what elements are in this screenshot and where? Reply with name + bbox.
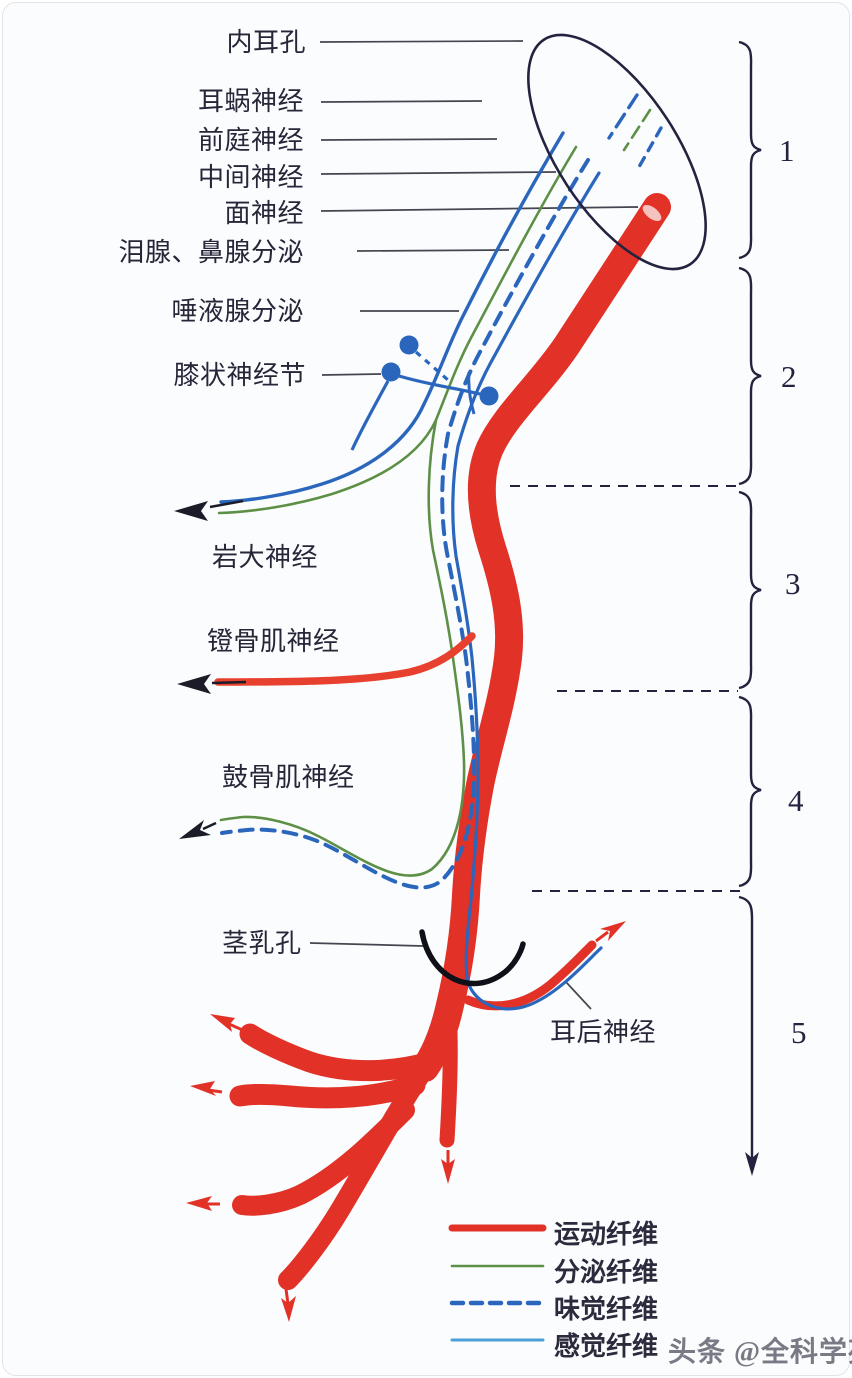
trunk-highlight	[642, 204, 662, 222]
label-leader-lines	[309, 40, 639, 1010]
sensory-line-lower	[451, 171, 603, 1011]
red-arrow-line-5	[284, 1288, 290, 1305]
leader-cochlear-nerve	[320, 100, 483, 103]
ganglion-cell-2	[381, 362, 401, 382]
black-arrow-line-chorda	[202, 821, 217, 831]
brace-section-2	[738, 266, 762, 486]
meatus-nerve-stubs	[607, 93, 663, 169]
red-arrows	[186, 921, 626, 1322]
red-arrowhead-2	[190, 1081, 216, 1096]
section-braces	[738, 40, 762, 1176]
brace-section-3	[738, 490, 762, 690]
label-lacrimal-nasal-secretion: 泪腺、鼻腺分泌	[118, 238, 304, 267]
secretory-line-chorda	[219, 418, 466, 877]
section-number-2: 2	[781, 359, 797, 394]
black-arrowhead-chorda	[179, 820, 211, 839]
label-geniculate-ganglion: 膝状神经节	[173, 361, 306, 390]
ganglion-cell-3	[479, 386, 499, 406]
section-divider-dashes	[510, 485, 740, 892]
ganglion-cell-1	[399, 335, 419, 355]
terminal-trunk-end	[278, 1058, 435, 1290]
stapedius-nerve-branch	[214, 632, 476, 686]
label-vestibular-nerve: 前庭神经	[197, 126, 304, 155]
red-arrowhead-4	[441, 1159, 455, 1184]
black-arrowhead-petrosal	[174, 501, 208, 521]
ganglion-crossbar	[467, 371, 476, 415]
label-stapedius-nerve: 镫骨肌神经	[207, 627, 340, 656]
black-arrowhead-stapedius	[177, 674, 211, 694]
leader-geniculate-ganglion	[321, 373, 382, 376]
red-arrow-line-1	[228, 1022, 248, 1034]
red-arrow-line-6	[595, 930, 609, 943]
leader-intermediate-nerve	[320, 171, 557, 175]
taste-fiber-line	[220, 158, 590, 890]
label-internal-acoustic-pore: 内耳孔	[226, 28, 306, 57]
section-5-arrowhead	[745, 1152, 759, 1176]
sensory-line-greater-petrosal	[219, 131, 565, 504]
label-posterior-auricular-nerve: 耳后神经	[550, 1018, 657, 1047]
label-greater-petrosal-nerve: 岩大神经	[212, 543, 319, 572]
legend-label-motor: 运动纤维	[554, 1220, 659, 1249]
red-arrowhead-1	[210, 1014, 235, 1032]
legend-swatches	[448, 1224, 547, 1342]
legend-label-taste: 味觉纤维	[554, 1295, 659, 1324]
leader-lacrimal-secretion	[356, 249, 510, 252]
fiber-lines	[217, 131, 603, 1011]
section-number-3: 3	[785, 566, 801, 601]
black-arrow-line-petrosal	[209, 499, 244, 509]
internal-acoustic-meatus-ellipse	[527, 33, 707, 271]
label-salivary-secretion: 唾液腺分泌	[171, 297, 304, 326]
label-intermediate-nerve: 中间神经	[197, 163, 304, 192]
facial-nerve-motor-trunk	[229, 193, 671, 1290]
leader-vestibular-nerve	[320, 138, 498, 141]
section-number-1: 1	[779, 133, 795, 168]
red-arrowhead-5	[281, 1296, 296, 1322]
black-arrow-line-stapedius	[211, 680, 247, 685]
label-facial-nerve: 面神经	[224, 199, 304, 228]
label-chorda-tympani-nerve: 鼓骨肌神经	[222, 763, 355, 792]
brace-section-4	[738, 695, 762, 888]
red-arrowhead-3	[186, 1196, 212, 1211]
vestibular-stub-blue	[637, 126, 663, 169]
legend-label-sensory: 感觉纤维	[554, 1332, 659, 1361]
label-cochlear-nerve: 耳蜗神经	[197, 87, 304, 116]
red-arrowhead-posterior-auricular	[600, 921, 626, 941]
geniculate-ganglion	[350, 335, 499, 451]
leader-facial-nerve	[320, 206, 639, 212]
ganglion-process-down	[350, 380, 390, 451]
vestibular-stub-green	[622, 108, 652, 152]
legend-label-secretory: 分泌纤维	[554, 1258, 659, 1287]
terminal-branch-middle	[229, 1074, 426, 1109]
ganglion-process-right	[398, 374, 481, 396]
section-5-arrow-line	[738, 895, 754, 1158]
terminal-branch-vertical	[439, 987, 458, 1148]
cochlear-stub-blue	[607, 93, 639, 140]
leader-internal-acoustic-pore	[319, 40, 524, 43]
section-number-5: 5	[791, 1015, 807, 1050]
terminal-branch-upper	[239, 1023, 441, 1082]
black-arrows	[174, 499, 247, 839]
brace-section-1	[738, 40, 762, 260]
watermark-text: 头条 @全科学苑	[668, 1337, 852, 1368]
leader-stylomastoid-foramen	[309, 942, 424, 947]
motor-trunk-path	[411, 193, 671, 1082]
section-number-4: 4	[788, 783, 804, 818]
label-stylomastoid-foramen: 茎乳孔	[222, 929, 302, 958]
leader-posterior-auricular	[565, 981, 592, 1010]
stylomastoid-foramen-arc	[419, 929, 526, 987]
